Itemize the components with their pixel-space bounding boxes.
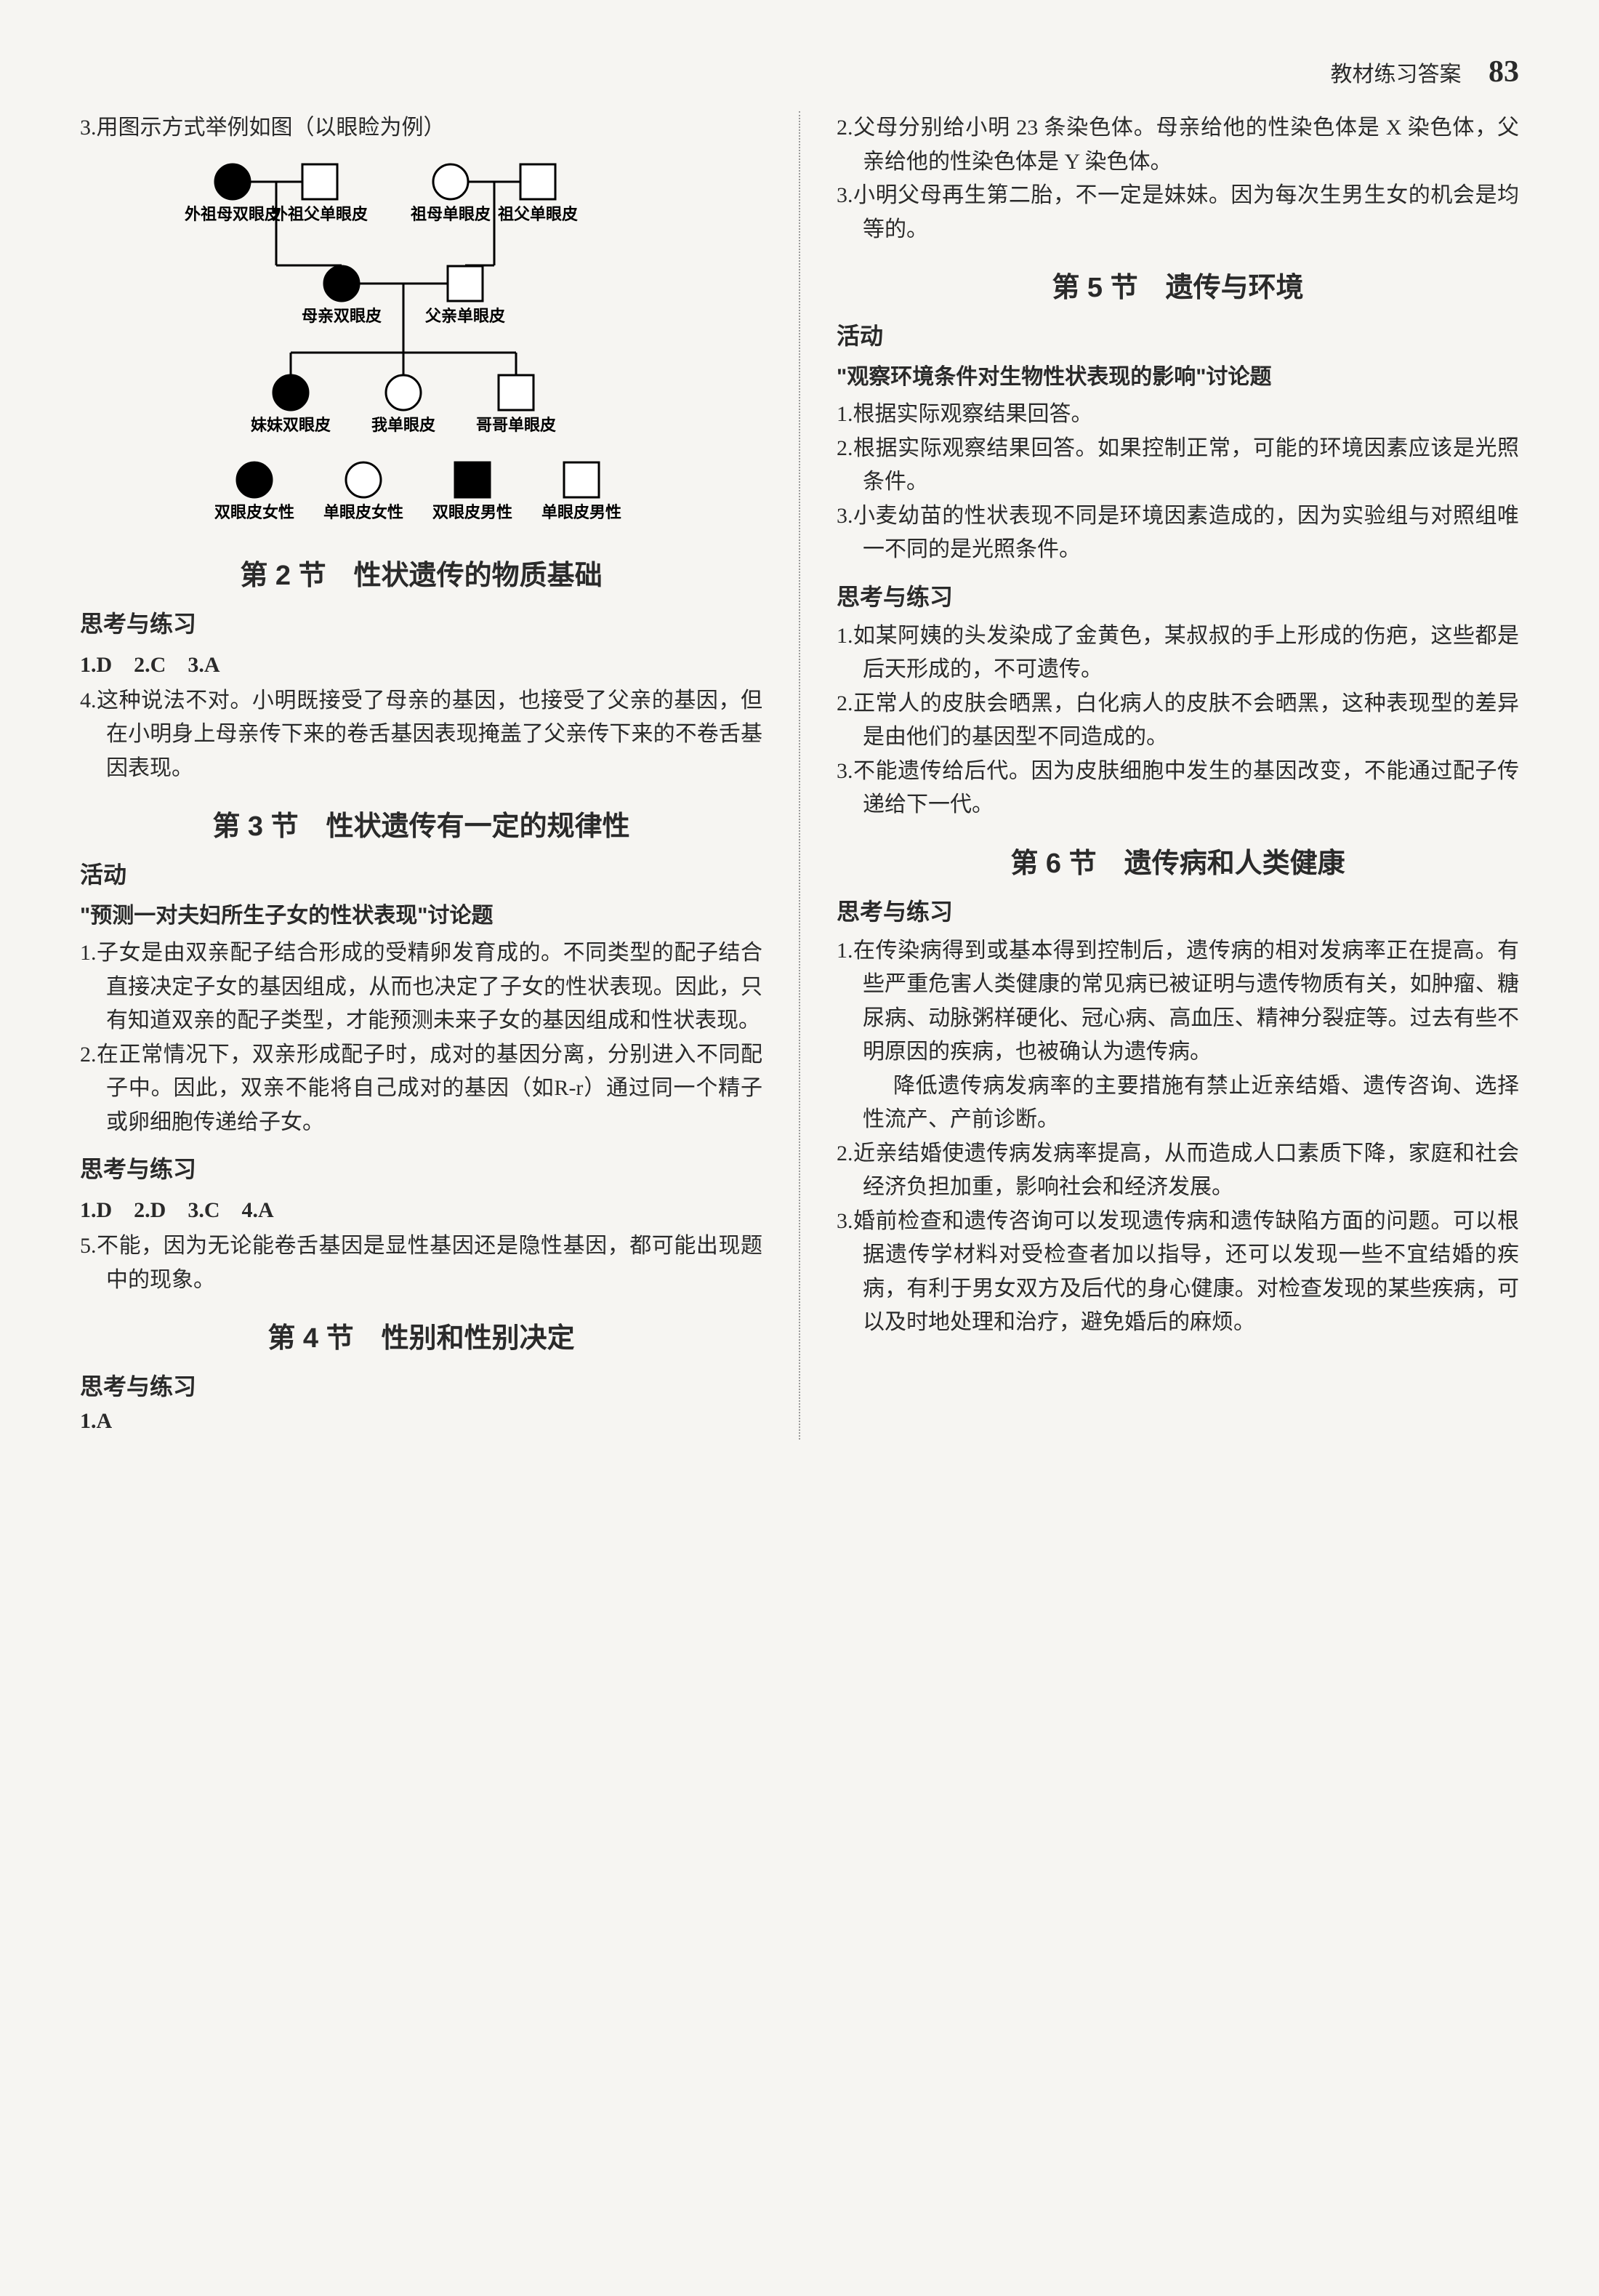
sec2-subhead: 思考与练习 bbox=[80, 606, 762, 639]
sec2-q4: 4.这种说法不对。小明既接受了母亲的基因，也接受了父亲的基因，但在小明身上母亲传… bbox=[80, 684, 762, 786]
sec5-p2: 2.正常人的皮肤会晒黑，白化病人的皮肤不会晒黑，这种表现型的差异是由他们的基因型… bbox=[837, 687, 1519, 755]
sec3-q5: 5.不能，因为无论能卷舌基因是显性基因还是隐性基因，都可能出现题中的现象。 bbox=[80, 1229, 762, 1297]
sec5-q2: 2.根据实际观察结果回答。如果控制正常，可能的环境因素应该是光照条件。 bbox=[837, 432, 1519, 499]
svg-text:祖母单眼皮: 祖母单眼皮 bbox=[410, 205, 490, 223]
page-number: 83 bbox=[1489, 55, 1519, 89]
sec6-q1a: 1.在传染病得到或基本得到控制后，遗传病的相对发病率正在提高。有些严重危害人类健… bbox=[837, 934, 1519, 1069]
sec4-subhead: 思考与练习 bbox=[80, 1368, 762, 1402]
section-2-title: 第 2 节 性状遗传的物质基础 bbox=[80, 553, 762, 593]
sec6-q2: 2.近亲结婚使遗传病发病率提高，从而造成人口素质下降，家庭和社会经济负担加重，影… bbox=[837, 1137, 1519, 1205]
sec6-q3: 3.婚前检查和遗传咨询可以发现遗传病和遗传缺陷方面的问题。可以根据遗传学材料对受… bbox=[837, 1205, 1519, 1340]
section-6-title: 第 6 节 遗传病和人类健康 bbox=[837, 840, 1519, 880]
svg-text:父亲单眼皮: 父亲单眼皮 bbox=[424, 307, 504, 325]
sec5-discussion-title: "观察环境条件对生物性状表现的影响"讨论题 bbox=[837, 358, 1519, 390]
svg-text:外祖父单眼皮: 外祖父单眼皮 bbox=[271, 205, 367, 223]
sec4-answers: 1.A bbox=[80, 1409, 762, 1434]
pedigree-svg: 外祖母双眼皮 外祖父单眼皮 祖母单眼皮 祖父单眼皮 母亲双眼皮 父亲 bbox=[160, 153, 683, 531]
svg-text:外祖母双眼皮: 外祖母双眼皮 bbox=[184, 205, 280, 223]
svg-text:双眼皮女性: 双眼皮女性 bbox=[214, 503, 294, 521]
sec3-subhead2: 思考与练习 bbox=[80, 1151, 762, 1184]
sec3-answers2: 1.D 2.D 3.C 4.A bbox=[80, 1192, 762, 1224]
sec3-activity-head: 活动 bbox=[80, 856, 762, 890]
sec3-discussion-title: "预测一对夫妇所生子女的性状表现"讨论题 bbox=[80, 897, 762, 929]
svg-text:单眼皮男性: 单眼皮男性 bbox=[541, 503, 621, 521]
svg-text:单眼皮女性: 单眼皮女性 bbox=[323, 503, 403, 521]
sec5-subhead2: 思考与练习 bbox=[837, 579, 1519, 612]
section-5-title: 第 5 节 遗传与环境 bbox=[837, 265, 1519, 305]
svg-text:双眼皮男性: 双眼皮男性 bbox=[432, 503, 512, 521]
sec5-activity-head: 活动 bbox=[837, 318, 1519, 351]
svg-text:祖父单眼皮: 祖父单眼皮 bbox=[497, 205, 577, 223]
column-divider bbox=[799, 111, 800, 1440]
sec2-answers: 1.D 2.C 3.A bbox=[80, 646, 762, 678]
right-q2: 2.父母分别给小明 23 条染色体。母亲给他的性染色体是 X 染色体，父亲给他的… bbox=[837, 111, 1519, 179]
svg-text:妹妹双眼皮: 妹妹双眼皮 bbox=[250, 416, 330, 434]
page-header: 教材练习答案 83 bbox=[80, 55, 1519, 89]
pedigree-diagram: 外祖母双眼皮 外祖父单眼皮 祖母单眼皮 祖父单眼皮 母亲双眼皮 父亲 bbox=[160, 153, 683, 534]
section-4-title: 第 4 节 性别和性别决定 bbox=[80, 1315, 762, 1355]
svg-text:母亲双眼皮: 母亲双眼皮 bbox=[301, 307, 381, 325]
two-column-layout: 3.用图示方式举例如图（以眼睑为例） 外祖母双眼皮 外祖父单眼皮 祖母单眼皮 祖… bbox=[80, 111, 1519, 1440]
sec5-p3: 3.不能遗传给后代。因为皮肤细胞中发生的基因改变，不能通过配子传递给下一代。 bbox=[837, 755, 1519, 822]
right-q3: 3.小明父母再生第二胎，不一定是妹妹。因为每次生男生女的机会是均等的。 bbox=[837, 179, 1519, 246]
svg-text:哥哥单眼皮: 哥哥单眼皮 bbox=[475, 416, 555, 434]
sec5-q1: 1.根据实际观察结果回答。 bbox=[837, 398, 1519, 432]
sec3-q1: 1.子女是由双亲配子结合形成的受精卵发育成的。不同类型的配子结合直接决定子女的基… bbox=[80, 936, 762, 1038]
svg-text:我单眼皮: 我单眼皮 bbox=[371, 416, 435, 434]
left-column: 3.用图示方式举例如图（以眼睑为例） 外祖母双眼皮 外祖父单眼皮 祖母单眼皮 祖… bbox=[80, 111, 762, 1440]
q3-intro: 3.用图示方式举例如图（以眼睑为例） bbox=[80, 111, 762, 145]
section-3-title: 第 3 节 性状遗传有一定的规律性 bbox=[80, 803, 762, 843]
sec6-subhead: 思考与练习 bbox=[837, 894, 1519, 927]
sec6-q1b: 降低遗传病发病率的主要措施有禁止近亲结婚、遗传咨询、选择性流产、产前诊断。 bbox=[837, 1069, 1519, 1137]
sec5-p1: 1.如某阿姨的头发染成了金黄色，某叔叔的手上形成的伤疤，这些都是后天形成的，不可… bbox=[837, 619, 1519, 687]
header-text: 教材练习答案 bbox=[1331, 63, 1462, 87]
sec3-q2: 2.在正常情况下，双亲形成配子时，成对的基因分离，分别进入不同配子中。因此，双亲… bbox=[80, 1038, 762, 1140]
right-column: 2.父母分别给小明 23 条染色体。母亲给他的性染色体是 X 染色体，父亲给他的… bbox=[837, 111, 1519, 1440]
sec5-q3: 3.小麦幼苗的性状表现不同是环境因素造成的，因为实验组与对照组唯一不同的是光照条… bbox=[837, 499, 1519, 567]
